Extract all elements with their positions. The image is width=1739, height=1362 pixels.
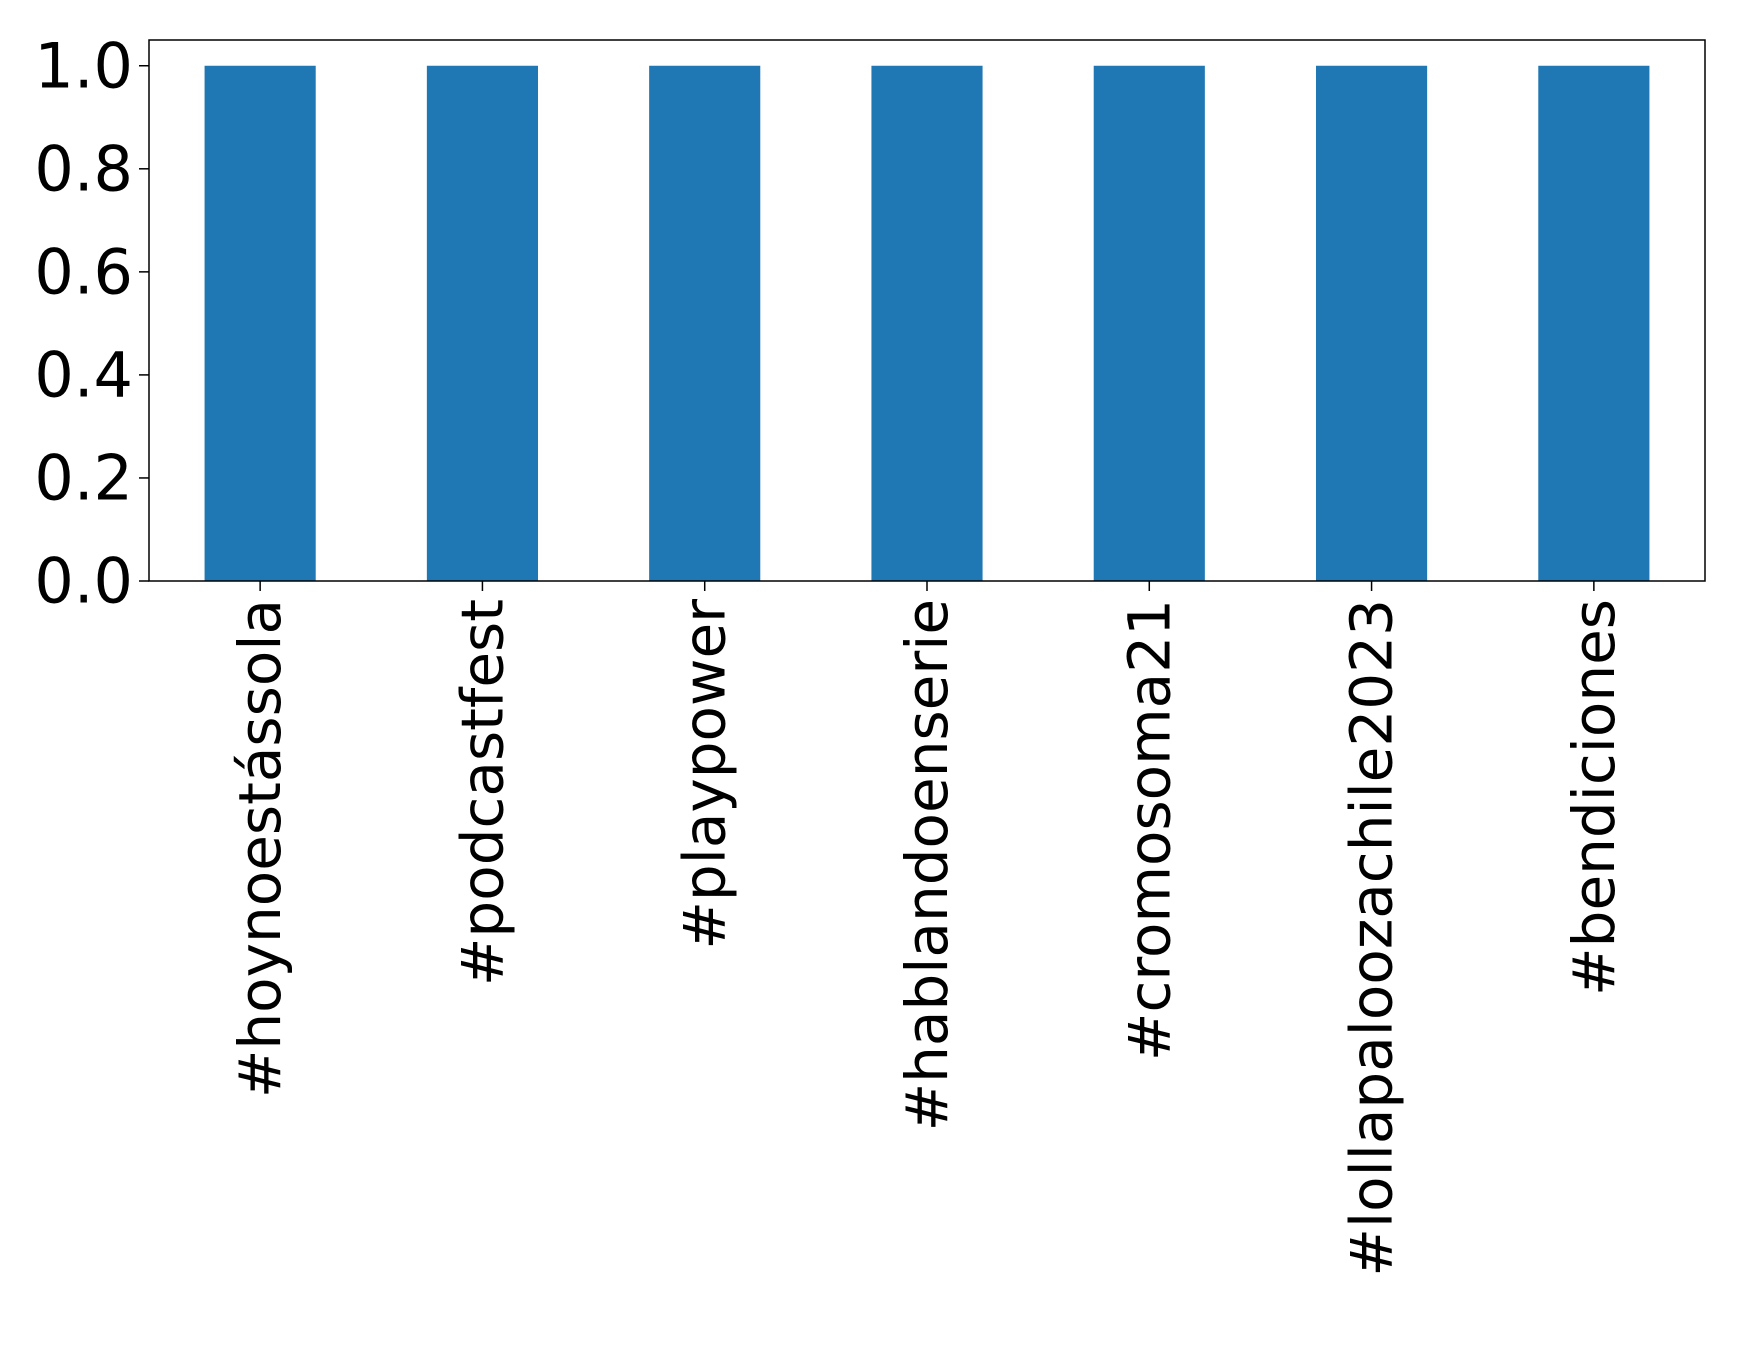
x-tick-label: #lollapaloozachile2023 bbox=[1338, 599, 1406, 1277]
x-tick-label: #bendiciones bbox=[1560, 599, 1628, 996]
y-tick-label: 0.4 bbox=[34, 338, 133, 411]
y-tick-label: 1.0 bbox=[34, 29, 133, 102]
x-tick-label: #hablandoenserie bbox=[893, 599, 961, 1131]
y-axis: 0.0 0.2 0.4 0.6 0.8 1.0 bbox=[34, 29, 149, 618]
bar-3 bbox=[649, 65, 761, 581]
y-tick-label: 0.6 bbox=[34, 235, 133, 308]
bars-layer bbox=[204, 65, 1650, 581]
bar-5 bbox=[1093, 65, 1205, 581]
x-tick-label: #cromosoma21 bbox=[1115, 599, 1183, 1061]
x-tick-label: #hoynoestássola bbox=[226, 599, 294, 1098]
y-tick-label: 0.0 bbox=[34, 545, 133, 618]
bar-6 bbox=[1316, 65, 1428, 581]
y-tick-label: 0.2 bbox=[34, 441, 133, 514]
x-tick-label: #playpower bbox=[671, 599, 739, 950]
x-axis: #hoynoestássola #podcastfest #playpower #ha… bbox=[226, 581, 1628, 1277]
bar-7 bbox=[1538, 65, 1650, 581]
y-tick-label: 0.8 bbox=[34, 132, 133, 205]
bar-4 bbox=[871, 65, 983, 581]
bar-1 bbox=[204, 65, 316, 581]
bar-2 bbox=[426, 65, 538, 581]
x-tick-label: #podcastfest bbox=[448, 599, 516, 986]
